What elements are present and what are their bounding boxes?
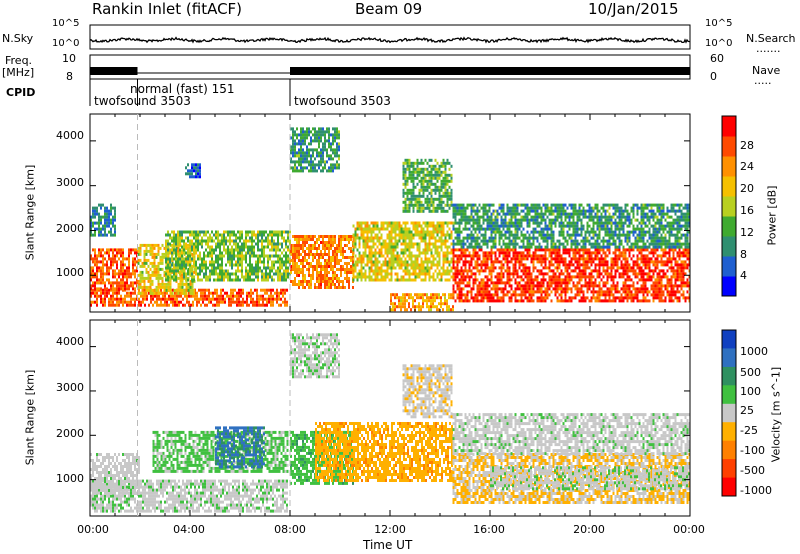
xtick-2: 08:00 bbox=[274, 523, 306, 536]
freq-tick-bottom: 8 bbox=[66, 70, 73, 83]
vel-cb-tick-m1000: -1000 bbox=[740, 484, 772, 497]
xtick-1: 04:00 bbox=[173, 523, 205, 536]
nsky-tick-top: 10^5 bbox=[52, 18, 80, 29]
velocity-colorbar-frame bbox=[721, 329, 737, 497]
power-colorbar-frame bbox=[721, 115, 737, 297]
xtick-3: 12:00 bbox=[374, 523, 406, 536]
vel-cb-tick-100: 100 bbox=[740, 385, 761, 398]
velocity-colorbar-segment bbox=[722, 422, 736, 442]
freq-label: Freq. bbox=[5, 54, 33, 67]
velocity-colorbar-segment bbox=[722, 403, 736, 423]
power-colorbar-segment bbox=[722, 216, 736, 237]
power-cb-tick-8: 8 bbox=[740, 248, 747, 261]
nave-tick-bottom: 0 bbox=[710, 70, 717, 83]
power-cb-tick-28: 28 bbox=[740, 139, 754, 152]
vel-cb-tick-1000: 1000 bbox=[740, 345, 768, 358]
x-axis-label: Time UT bbox=[363, 538, 413, 552]
freq-unit: [MHz] bbox=[2, 66, 35, 79]
freq-band bbox=[90, 67, 690, 75]
nsearch-tick-top: 10^5 bbox=[705, 18, 733, 29]
power-colorbar-segment bbox=[722, 196, 736, 217]
nsearch-dots: ....... bbox=[756, 42, 781, 55]
power-colorbar-segment bbox=[722, 156, 736, 177]
velocity-colorbar-segment bbox=[722, 459, 736, 478]
nave-label: Nave bbox=[752, 64, 781, 77]
velocity-data-cells bbox=[90, 333, 691, 513]
power-colorbar-segment bbox=[722, 136, 736, 157]
velocity-colorbar-segment bbox=[722, 330, 736, 349]
power-cb-tick-16: 16 bbox=[740, 204, 754, 217]
vel-cb-tick-m100: -100 bbox=[740, 444, 765, 457]
xtick-5: 20:00 bbox=[573, 523, 605, 536]
velocity-colorbar-segment bbox=[722, 366, 736, 386]
velocity-ytick-2000: 2000 bbox=[56, 427, 84, 440]
vel-cb-tick-m500: -500 bbox=[740, 464, 765, 477]
velocity-colorbar-segment bbox=[722, 385, 736, 405]
nsearch-tick-bottom: 10^0 bbox=[705, 38, 733, 49]
cpid-segment-1: twofsound 3503 bbox=[94, 94, 191, 108]
freq-tick-top: 10 bbox=[62, 52, 76, 65]
power-ytick-3000: 3000 bbox=[56, 176, 84, 189]
nsky-label: N.Sky bbox=[2, 32, 34, 45]
velocity-colorbar-segment bbox=[722, 348, 736, 368]
nave-tick-top: 60 bbox=[710, 52, 724, 65]
power-ytick-2000: 2000 bbox=[56, 222, 84, 235]
xtick-0: 00:00 bbox=[77, 523, 109, 536]
power-colorbar-segment bbox=[722, 116, 736, 137]
power-cb-tick-24: 24 bbox=[740, 160, 754, 173]
nsky-panel-frame bbox=[89, 24, 691, 50]
vel-cb-tick-25: 25 bbox=[740, 404, 754, 417]
nave-dots: ..... bbox=[754, 74, 772, 87]
nsearch-label: N.Search bbox=[746, 32, 796, 45]
power-ytick-4000: 4000 bbox=[56, 129, 84, 142]
velocity-colorbar-segment bbox=[722, 477, 736, 497]
cpid-label: CPID bbox=[6, 86, 36, 99]
xtick-6: 00:00 bbox=[673, 523, 705, 536]
velocity-colorbar-segment bbox=[722, 440, 736, 460]
nsky-trace bbox=[89, 36, 691, 44]
freq-gap bbox=[137, 67, 290, 75]
nsky-tick-bottom: 10^0 bbox=[52, 38, 80, 49]
vel-cb-tick-500: 500 bbox=[740, 366, 761, 379]
beam-label: Beam 09 bbox=[355, 0, 423, 18]
station-title: Rankin Inlet (fitACF) bbox=[92, 0, 243, 18]
cpid-segment-2: normal (fast) 151 bbox=[130, 82, 235, 96]
power-cb-tick-4: 4 bbox=[740, 269, 747, 282]
power-data-cells bbox=[90, 127, 691, 312]
power-ytick-1000: 1000 bbox=[56, 266, 84, 279]
velocity-ytick-3000: 3000 bbox=[56, 381, 84, 394]
power-colorbar-segment bbox=[722, 236, 736, 257]
power-cb-tick-12: 12 bbox=[740, 226, 754, 239]
power-cb-tick-20: 20 bbox=[740, 182, 754, 195]
velocity-ytick-4000: 4000 bbox=[56, 335, 84, 348]
date-label: 10/Jan/2015 bbox=[588, 0, 679, 18]
power-colorbar-segment bbox=[722, 256, 736, 277]
cpid-segment-3: twofsound 3503 bbox=[294, 94, 391, 108]
power-colorbar-segment bbox=[722, 276, 736, 297]
power-colorbar-segment bbox=[722, 176, 736, 197]
xtick-4: 16:00 bbox=[473, 523, 505, 536]
velocity-ytick-1000: 1000 bbox=[56, 472, 84, 485]
vel-cb-tick-m25: -25 bbox=[740, 424, 758, 437]
